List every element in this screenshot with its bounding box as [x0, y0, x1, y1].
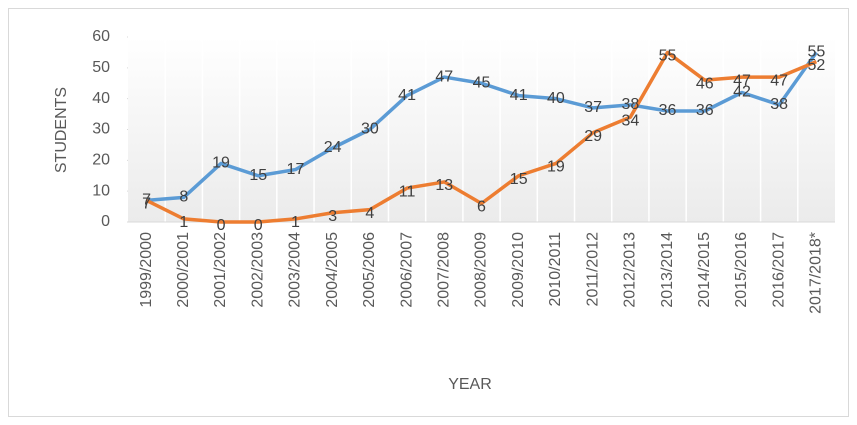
data-label: 45: [473, 74, 491, 91]
x-tick-label: 2005/2006: [361, 232, 378, 308]
data-label: 0: [217, 217, 226, 234]
series-line: [146, 51, 818, 203]
data-label: 24: [324, 139, 342, 156]
data-label: 55: [807, 44, 825, 61]
x-tick-label: 2011/2012: [584, 232, 601, 307]
data-label: 29: [584, 128, 602, 145]
data-label: 40: [547, 90, 565, 107]
data-label: 36: [659, 102, 677, 119]
x-tick-label: 2016/2017: [770, 232, 787, 308]
data-label: 8: [179, 189, 188, 206]
data-label: 1: [179, 214, 188, 231]
data-label: 52: [807, 57, 825, 74]
x-tick-label: 2004/2005: [324, 232, 341, 308]
data-label: 38: [621, 96, 639, 113]
data-label: 7: [142, 192, 151, 209]
x-tick-label: 1999/2000: [138, 232, 155, 308]
data-label: 47: [435, 68, 453, 85]
data-label: 41: [510, 87, 528, 104]
data-label: 0: [254, 217, 263, 234]
plot-area: [128, 37, 835, 222]
data-label: 38: [770, 96, 788, 113]
x-tick-label: 2002/2003: [249, 232, 266, 308]
data-label: 4: [365, 205, 374, 222]
x-tick-label: 2013/2014: [659, 232, 676, 308]
x-tick-label: 2015/2016: [733, 232, 750, 308]
y-tick-label: 30: [92, 121, 110, 138]
x-tick-label: 2010/2011: [547, 232, 564, 307]
x-tick-label: 2001/2002: [212, 232, 229, 308]
series-line: [145, 50, 818, 224]
data-label: 47: [770, 72, 788, 89]
y-tick-label: 50: [92, 59, 110, 76]
data-label: 42: [733, 84, 751, 101]
data-label: 37: [584, 99, 602, 116]
x-tick-label: 2008/2009: [473, 232, 490, 308]
x-tick-label: 2007/2008: [436, 232, 453, 308]
y-tick-label: 0: [101, 213, 110, 230]
data-label: 47: [733, 72, 751, 89]
data-label: 17: [287, 161, 305, 178]
data-label: 46: [696, 75, 714, 92]
x-tick-label: 2009/2010: [510, 232, 527, 308]
data-label: 19: [547, 159, 565, 176]
data-label: 15: [249, 167, 267, 184]
data-label: 1: [291, 214, 300, 231]
x-tick-label: 2006/2007: [398, 232, 415, 308]
data-label: 19: [212, 155, 230, 172]
x-tick-label: 2014/2015: [696, 232, 713, 308]
x-tick-label: 2012/2013: [622, 232, 639, 308]
x-axis-title: YEAR: [448, 376, 492, 393]
data-label: 36: [696, 102, 714, 119]
x-tick-label: 2003/2004: [287, 232, 304, 308]
y-tick-label: 40: [92, 90, 110, 107]
data-label: 41: [398, 87, 416, 104]
y-tick-label: 10: [92, 182, 110, 199]
x-tick-label: 2000/2001: [175, 232, 192, 308]
data-label: 11: [399, 183, 416, 200]
y-tick-label: 20: [92, 152, 110, 169]
data-label: 30: [361, 121, 379, 138]
data-label: 55: [659, 48, 677, 65]
x-tick-label: 2017/2018*: [808, 232, 825, 314]
data-label: 34: [621, 112, 639, 129]
y-tick-label: 60: [92, 28, 110, 45]
data-label: 6: [477, 199, 486, 216]
y-axis-title: STUDENTS: [53, 87, 70, 173]
data-label: 7: [142, 196, 151, 213]
data-label: 15: [510, 171, 528, 188]
data-label: 3: [328, 208, 337, 225]
data-label: 13: [435, 177, 453, 194]
